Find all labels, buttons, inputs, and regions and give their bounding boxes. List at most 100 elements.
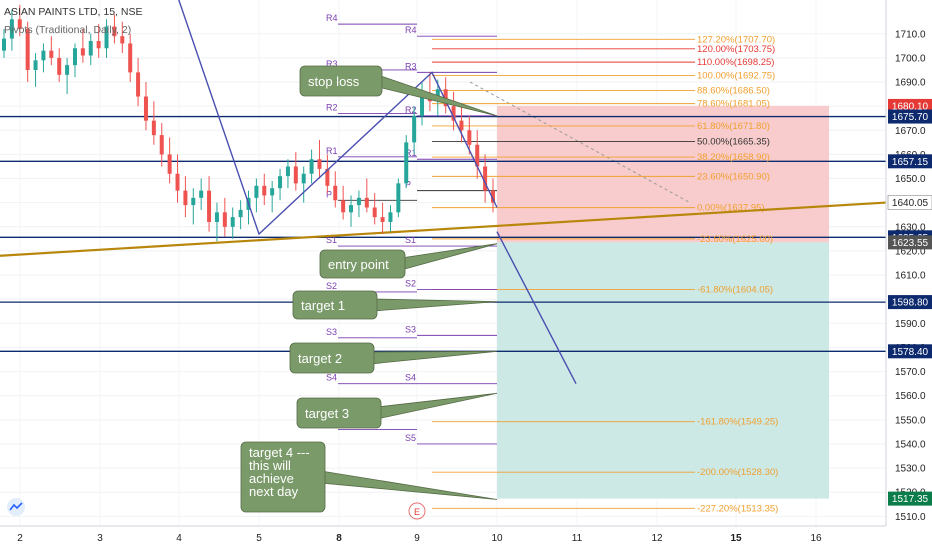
candle-body [364, 197, 369, 208]
price-badge-text: 1578.40 [892, 347, 929, 358]
candle-body [230, 217, 235, 227]
candle-body [183, 190, 188, 206]
callout-box [289, 342, 375, 374]
note-stop-loss: stop loss [299, 65, 498, 117]
candle-body [467, 130, 472, 145]
pivot-label: R2 [405, 105, 417, 115]
target-zone [497, 242, 829, 499]
fib-label: 0.00%(1637.95) [697, 203, 765, 214]
pivot-label: R3 [405, 61, 417, 71]
candle-body [88, 41, 93, 56]
candle-body [120, 36, 125, 44]
price-badge [888, 109, 932, 124]
y-tick-label: 1570.0 [895, 367, 926, 378]
candle-body [396, 183, 401, 213]
callout-line: target 3 [305, 406, 349, 421]
zigzag-line [178, 0, 498, 236]
pivot-label: R1 [326, 146, 338, 156]
candle-body [285, 166, 290, 177]
candle-body [41, 50, 46, 61]
callout-line: entry point [328, 257, 389, 272]
candle-body [96, 41, 101, 49]
pivot-label: P [326, 189, 332, 199]
chart-header: ASIAN PAINTS LTD, 15, NSE Pivots (Traditi… [4, 6, 142, 36]
candle-body [388, 212, 393, 222]
callout-text: target 2 [298, 351, 342, 366]
callout-line: target 2 [298, 351, 342, 366]
note-entry-point: entry point [319, 243, 498, 279]
event-circle [408, 502, 426, 520]
y-tick-label: 1590.0 [895, 319, 926, 330]
candle-body [17, 19, 22, 29]
fib-label: 88.60%(1686.50) [697, 85, 770, 96]
x-tick-label: 8 [336, 533, 342, 544]
price-badge [888, 235, 932, 250]
callout-box [299, 65, 383, 97]
callout-line: target 1 [301, 298, 345, 313]
x-tick-label: 16 [810, 533, 822, 544]
callout-text: stop loss [308, 74, 360, 89]
candle-body [33, 60, 38, 70]
y-tick-label: 1710.0 [895, 29, 926, 40]
callout-line: next day [249, 484, 299, 499]
callout-line: achieve [249, 471, 294, 486]
candle-body [2, 38, 6, 51]
price-badge-text: 1623.55 [892, 238, 929, 249]
y-tick-label: 1670.0 [895, 126, 926, 137]
x-tick-label: 10 [491, 533, 503, 544]
x-axis-ticks: 2 3 4 5 8 9 10 11 12 15 16 [17, 533, 822, 544]
fib-label: -200.00%(1528.30) [697, 467, 778, 478]
fib-label: 38.20%(1658.90) [697, 152, 770, 163]
candle-body [151, 120, 156, 136]
candle-body [175, 173, 180, 191]
price-badge [888, 98, 932, 113]
x-tick-label: 9 [414, 533, 420, 544]
price-badge [888, 295, 932, 310]
candle-body [420, 94, 425, 116]
y-tick-label: 1690.0 [895, 78, 926, 89]
callout-line: target 4 --- [249, 445, 310, 460]
event-marker: E [408, 502, 426, 520]
y-tick-label: 1700.0 [895, 53, 926, 64]
fib-label: -23.60%(1625.00) [697, 234, 773, 245]
candle-body [356, 197, 361, 206]
price-badge-text: 1675.70 [892, 112, 929, 123]
note-target-4: target 4 ---this will achieve next day [240, 441, 498, 513]
note-target-1: target 1 [292, 290, 498, 320]
y-tick-label: 1620.0 [895, 246, 926, 257]
y-tick-label: 1540.0 [895, 439, 926, 450]
candle-body [483, 166, 488, 191]
candle-body [214, 212, 219, 222]
x-tick-label: 3 [97, 533, 103, 544]
pivot-label: S1 [405, 235, 416, 245]
candle-body [341, 200, 346, 213]
candle-body [404, 142, 409, 184]
candle-body [57, 57, 62, 75]
pivot-label: S2 [326, 281, 337, 291]
candle-body [270, 188, 275, 196]
candle-body [443, 89, 448, 107]
candle-body [475, 144, 480, 167]
tradingview-logo-icon [7, 498, 25, 516]
event-label: E [414, 507, 420, 517]
candle-body [262, 185, 267, 196]
fib-label: 23.60%(1650.90) [697, 171, 770, 182]
candle-body [459, 120, 464, 131]
candle-body [72, 48, 77, 66]
pivot-label: S4 [405, 373, 416, 383]
pivot-label: R2 [326, 102, 338, 112]
price-badge-text: 1680.10 [892, 101, 929, 112]
price-badge [888, 154, 932, 169]
candle-body [136, 72, 141, 97]
stop-loss-zone [497, 105, 829, 243]
price-axis-background [886, 0, 932, 550]
chart-title: ASIAN PAINTS LTD, 15, NSE [4, 6, 142, 18]
pivot-label: S3 [405, 324, 416, 334]
x-tick-label: 4 [176, 533, 182, 544]
projection-line [496, 231, 577, 384]
candle-body [191, 197, 196, 206]
x-tick-label: 5 [256, 533, 262, 544]
fibonacci-levels: 127.20%(1707.70)120.00%(1703.75) 110.00%(… [432, 34, 778, 514]
note-target-3: target 3 [296, 392, 498, 429]
